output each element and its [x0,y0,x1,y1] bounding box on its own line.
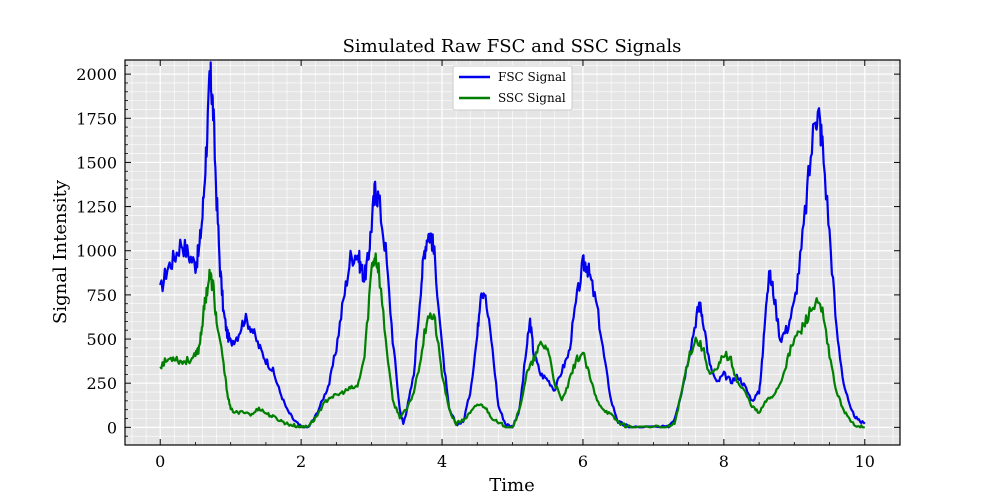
x-tick-label: 2 [296,452,306,471]
x-tick-label: 10 [855,452,875,471]
x-axis-label: Time [489,475,534,496]
legend-fsc-label: FSC Signal [498,70,566,84]
y-tick-label: 1750 [76,109,117,128]
y-tick-label: 1000 [76,242,117,261]
x-tick-label: 8 [719,452,729,471]
y-axis-label: Signal Intensity [50,179,71,324]
series-layer [159,61,866,429]
x-tick-label: 4 [437,452,447,471]
y-tick-label: 0 [107,418,117,437]
grid-lines [125,60,900,445]
y-tick-label: 2000 [76,65,117,84]
chart-title: Simulated Raw FSC and SSC Signals [343,36,682,57]
y-tick-label: 500 [86,330,117,349]
ssc-signal-line [159,252,865,429]
y-tick-label: 250 [86,374,117,393]
x-tick-label: 6 [578,452,588,471]
x-tick-label: 0 [155,452,165,471]
legend-ssc-label: SSC Signal [498,91,566,105]
y-tick-label: 1250 [76,198,117,217]
y-tick-label: 1500 [76,153,117,172]
fsc-signal-line [159,61,866,429]
y-tick-label: 750 [86,286,117,305]
legend: FSC Signal SSC Signal [452,65,573,111]
axis-ticks: 0 2 4 6 8 10 0 250 500 750 1000 1250 1500 1750 2000 [76,60,901,471]
